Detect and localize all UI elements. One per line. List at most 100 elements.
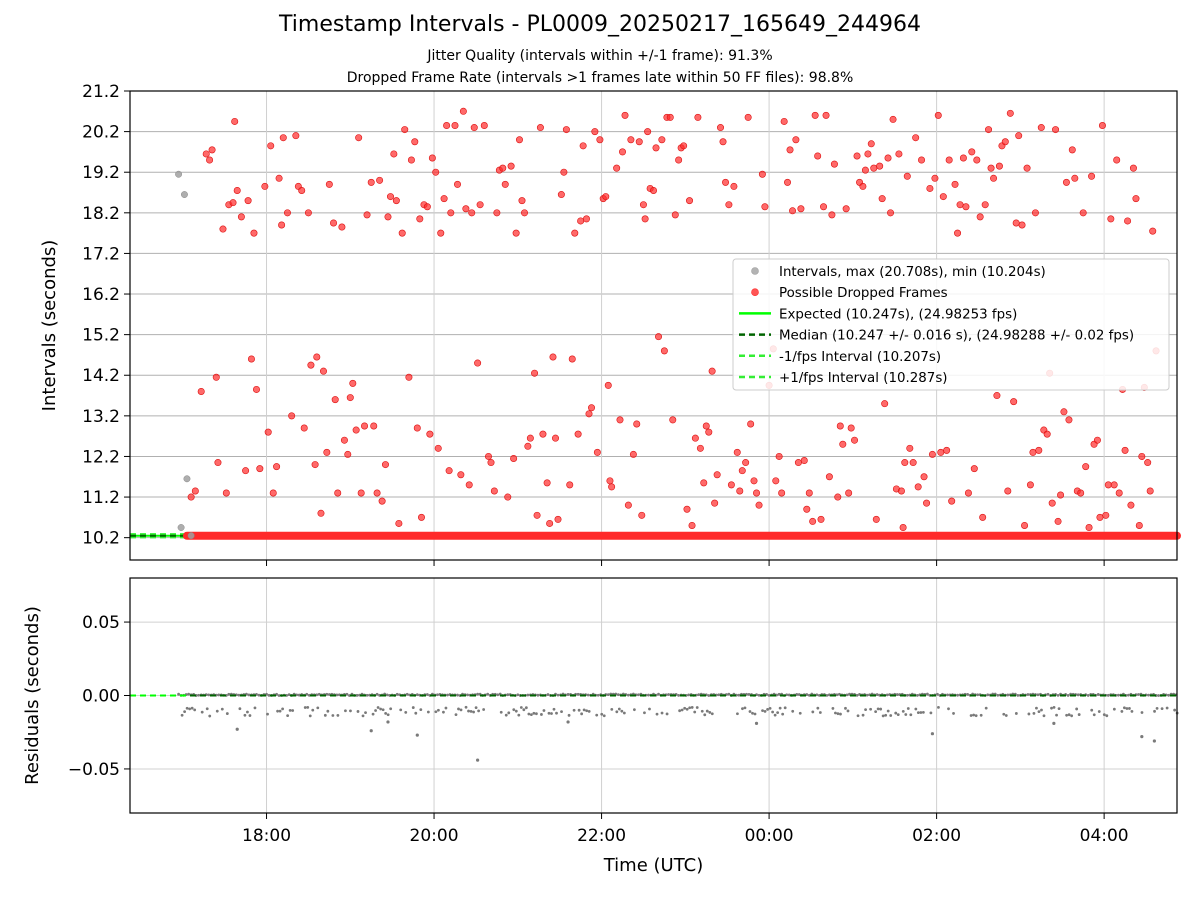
- dropped-frame-point: [480, 122, 488, 130]
- x-tick-label: 02:00: [912, 826, 961, 846]
- dropped-frame-point: [206, 156, 214, 164]
- residual-point: [776, 711, 780, 715]
- residual-point: [602, 714, 606, 718]
- residual-point: [937, 706, 940, 709]
- y-tick-label: 15.2: [82, 326, 120, 346]
- residual-point: [247, 693, 251, 697]
- dropped-frame-point: [470, 124, 478, 132]
- residual-point: [1055, 713, 1058, 717]
- dropped-frame-point: [876, 162, 884, 170]
- residual-point: [905, 693, 909, 697]
- dropped-frame-point: [918, 156, 926, 164]
- dropped-frame-point: [686, 197, 694, 205]
- residual-point: [297, 693, 301, 697]
- dropped-frame-point: [1146, 487, 1154, 495]
- dropped-frame-point: [811, 111, 819, 119]
- residual-point: [811, 710, 815, 714]
- residual-point: [914, 707, 918, 711]
- y-tick-label: 18.2: [82, 204, 120, 224]
- dropped-frame-point: [1110, 481, 1118, 489]
- residual-point: [311, 708, 315, 712]
- dropped-frame-point: [476, 201, 484, 209]
- residual-point: [246, 710, 249, 714]
- dropped-frame-point: [839, 440, 847, 448]
- residual-outlier: [930, 732, 935, 736]
- dropped-frame-point: [990, 174, 998, 182]
- residual-point: [411, 706, 415, 709]
- residual-point: [1040, 708, 1043, 712]
- dropped-frame-point: [976, 213, 984, 221]
- dropped-frame-point: [355, 134, 363, 142]
- dropped-frame-point: [1031, 209, 1039, 217]
- residual-point: [919, 711, 923, 714]
- residual-point: [798, 711, 802, 715]
- dropped-frame-point: [233, 186, 241, 194]
- y-tick-label: −0.05: [68, 760, 120, 780]
- residual-point: [976, 693, 980, 697]
- dropped-frame-point: [579, 142, 587, 150]
- legend-label: Intervals, max (20.708s), min (10.204s): [779, 265, 1046, 280]
- residual-point: [1130, 709, 1134, 713]
- dropped-frame-point: [794, 459, 802, 467]
- residual-point: [524, 706, 528, 710]
- dropped-frame-point: [968, 148, 976, 156]
- residual-point: [291, 709, 295, 712]
- dropped-frame-point: [357, 489, 365, 497]
- residual-point: [1092, 713, 1096, 717]
- residual-point: [805, 693, 809, 696]
- residual-point: [1153, 709, 1156, 713]
- residual-point: [966, 692, 969, 696]
- residual-outlier: [235, 727, 239, 731]
- dropped-frame-point: [1115, 489, 1123, 497]
- residual-point: [807, 693, 811, 697]
- dropped-frame-point: [440, 195, 448, 203]
- y-tick-label: 11.2: [82, 488, 120, 508]
- dropped-frame-point: [683, 505, 691, 513]
- residual-point: [457, 707, 460, 711]
- dropped-frame-point: [197, 387, 205, 395]
- dropped-frame-point: [349, 379, 357, 387]
- residual-point: [266, 712, 269, 716]
- residual-point: [865, 693, 869, 697]
- residual-point: [177, 692, 180, 696]
- dropped-frame-point: [820, 203, 828, 211]
- residual-point: [896, 713, 900, 716]
- dropped-frame-point: [191, 487, 199, 495]
- residual-point: [815, 693, 819, 697]
- x-tick-label: 00:00: [745, 826, 794, 846]
- dropped-frame-point: [923, 499, 931, 507]
- residual-point: [364, 711, 367, 715]
- residual-point: [349, 709, 352, 713]
- residual-point: [946, 693, 949, 697]
- residual-point: [276, 709, 279, 713]
- residual-point: [748, 710, 752, 713]
- residual-point: [1096, 693, 1100, 696]
- dropped-frame-point: [903, 172, 911, 180]
- residual-point: [986, 693, 990, 697]
- dropped-frame-point: [237, 213, 245, 221]
- residual-point: [454, 713, 458, 717]
- residual-point: [1140, 711, 1144, 714]
- residual-point: [467, 709, 470, 713]
- dropped-frame-point: [914, 483, 922, 491]
- dropped-frame-point: [621, 111, 629, 119]
- residual-point: [1052, 705, 1056, 709]
- dropped-frame-point: [619, 148, 627, 156]
- residual-point: [227, 692, 231, 696]
- dropped-frame-point: [753, 489, 761, 497]
- residual-point: [680, 708, 684, 712]
- residual-point: [477, 709, 481, 713]
- dropped-frame-point: [571, 229, 579, 237]
- dropped-frame-point: [229, 199, 237, 207]
- residual-point: [947, 707, 950, 711]
- legend: Intervals, max (20.708s), min (10.204s) P…: [732, 258, 1170, 391]
- residual-point: [876, 707, 880, 711]
- dropped-frame-point: [468, 209, 476, 217]
- dropped-frame-point: [546, 519, 554, 527]
- residual-point: [831, 707, 835, 710]
- dropped-frame-point: [1010, 398, 1018, 406]
- dropped-frame-point: [1124, 217, 1132, 225]
- dropped-frame-point: [959, 154, 967, 162]
- dropped-frame-point: [1144, 459, 1152, 467]
- dropped-frame-point: [842, 205, 850, 213]
